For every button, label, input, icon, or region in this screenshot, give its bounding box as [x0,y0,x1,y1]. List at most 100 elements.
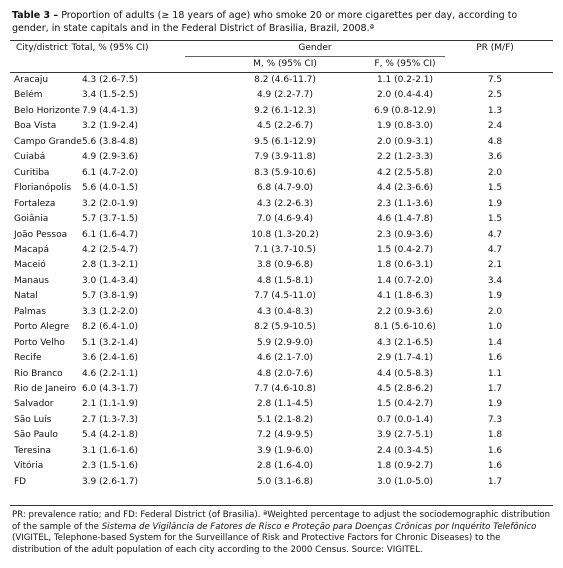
pr-cell: 1.9 [487,291,503,302]
city-cell: Fortaleza [14,198,56,209]
total-cell: 2.3 (1.5-1.6) [81,461,139,472]
total-cell: 6.0 (4.3-1.7) [81,384,139,394]
female-cell: 4.4 (2.3-6.6) [376,183,434,194]
pr-cell: 1.5 [487,214,503,225]
pr-cell: 1.6 [487,461,503,472]
pr-cell: 1.8 [487,430,503,441]
female-cell: 1.4 (0.7-2.0) [376,275,434,286]
pr-cell: 3.6 [487,152,503,163]
city-cell: Florianópolis [14,183,72,194]
total-cell: 6.1 (1.6-4.7) [81,229,139,240]
total-cell: 4.2 (2.5-4.7) [81,244,139,255]
male-cell: 4.9 (2.2-7.7) [256,90,314,101]
male-cell: 4.8 (1.5-8.1) [256,275,314,286]
city-cell: FD [14,476,27,487]
male-cell: 5.1 (2.1-8.2) [256,414,314,425]
city-cell: Aracaju [14,75,49,85]
city-cell: Macapá [14,244,49,255]
total-cell: 5.4 (4.2-1.8) [81,430,139,441]
pr-cell: 1.6 [487,445,503,456]
female-cell: 1.5 (0.4-2.7) [376,399,434,410]
pr-cell: 1.7 [487,384,503,394]
city-cell: Teresina [14,445,51,456]
total-cell: 3.2 (2.0-1.9) [81,198,139,209]
city-cell: Palmas [14,306,47,317]
city-cell: Salvador [14,399,54,410]
total-cell: 2.8 (1.3-2.1) [81,260,139,271]
male-cell: 10.8 (1.3-20.2) [251,229,319,240]
total-cell: 2.1 (1.1-1.9) [81,399,139,410]
table-caption: Table 3 – Proportion of adults (≥ 18 yea… [12,9,552,35]
female-cell: 2.0 (0.4-4.4) [376,90,434,101]
male-cell: 8.2 (5.9-10.5) [254,322,316,333]
male-cell: 9.2 (6.1-12.3) [254,105,316,116]
pr-cell: 2.0 [487,167,503,178]
female-cell: 2.2 (1.2-3.3) [376,152,434,163]
city-cell: Belo Horizonte [14,105,81,116]
male-cell: 4.8 (2.0-7.6) [256,368,314,379]
female-cell: 2.9 (1.7-4.1) [376,353,434,364]
footnote-text: (VIGITEL, Telephone-based System for the… [12,533,501,555]
total-cell: 5.7 (3.7-1.5) [81,214,139,225]
pr-cell: 3.4 [487,275,503,286]
pr-cell: 1.6 [487,353,503,364]
male-cell: 5.0 (3.1-6.8) [256,476,314,487]
total-cell: 5.6 (3.8-4.8) [81,136,139,147]
total-cell: 3.6 (2.4-1.6) [81,353,139,364]
pr-cell: 4.8 [487,136,503,147]
city-cell: Maceió [14,260,46,271]
female-cell: 2.0 (0.9-3.1) [376,136,434,147]
female-cell: 2.4 (0.3-4.5) [376,445,434,456]
male-cell: 7.7 (4.5-11.0) [254,291,316,302]
total-cell: 2.7 (1.3-7.3) [81,414,139,425]
male-cell: 2.8 (1.6-4.0) [256,461,314,472]
total-cell: 8.2 (6.4-1.0) [81,322,139,333]
total-cell: 3.9 (2.6-1.7) [81,476,139,487]
total-cell: 3.0 (1.4-3.4) [81,275,139,286]
female-cell: 3.0 (1.0-5.0) [376,476,434,487]
female-cell: 4.2 (2.5-5.8) [376,167,434,178]
city-cell: Porto Alegre [14,322,70,333]
female-cell: 4.1 (1.8-6.3) [376,291,434,302]
pr-cell: 1.9 [487,399,503,410]
city-cell: Recife [14,353,42,364]
table-label: Table 3 – [12,10,59,21]
female-cell: 4.5 (2.8-6.2) [376,384,434,394]
city-cell: Curitiba [14,167,50,178]
male-cell: 3.9 (1.9-6.0) [256,445,314,456]
male-cell: 6.8 (4.7-9.0) [256,183,314,194]
city-cell: Porto Velho [14,337,65,348]
male-cell: 4.5 (2.2-6.7) [256,121,314,132]
total-cell: 5.6 (4.0-1.5) [81,183,139,194]
total-cell: 4.6 (2.2-1.1) [81,368,139,379]
city-cell: Belém [14,90,43,101]
male-cell: 7.9 (3.9-11.8) [254,152,316,163]
male-cell: 3.8 (0.9-6.8) [256,260,314,271]
pr-cell: 1.1 [487,368,503,379]
pr-cell: 1.5 [487,183,503,194]
male-cell: 8.2 (4.6-11.7) [254,75,316,85]
female-cell: 4.6 (1.4-7.8) [376,214,434,225]
gender-rule [185,56,445,57]
city-cell: São Luís [14,414,52,425]
total-cell: 5.1 (3.2-1.4) [81,337,139,348]
pr-cell: 1.7 [487,476,503,487]
female-cell: 1.9 (0.8-3.0) [376,121,434,132]
female-cell: 2.3 (1.1-3.6) [376,198,434,209]
pr-cell: 4.7 [487,244,503,255]
city-cell: São Paulo [14,430,58,441]
female-cell: 4.3 (2.1-6.5) [376,337,434,348]
total-cell: 4.9 (2.9-3.6) [81,152,139,163]
male-cell: 5.9 (2.9-9.0) [256,337,314,348]
column-header: Total, % (95% CI) [71,43,149,53]
pr-cell: 7.3 [487,414,503,425]
city-cell: Natal [14,291,38,302]
female-cell: 1.1 (0.2-2.1) [376,75,434,85]
pr-cell: 2.1 [487,260,503,271]
male-cell: 7.0 (4.6-9.4) [256,214,314,225]
footnote-italic: Sistema de Vigilância de Fatores de Risc… [101,521,537,532]
male-cell: 4.6 (2.1-7.0) [256,353,314,364]
footnote: PR: prevalence ratio; and FD: Federal Di… [12,510,552,556]
male-cell: 7.7 (4.6-10.8) [254,384,316,394]
